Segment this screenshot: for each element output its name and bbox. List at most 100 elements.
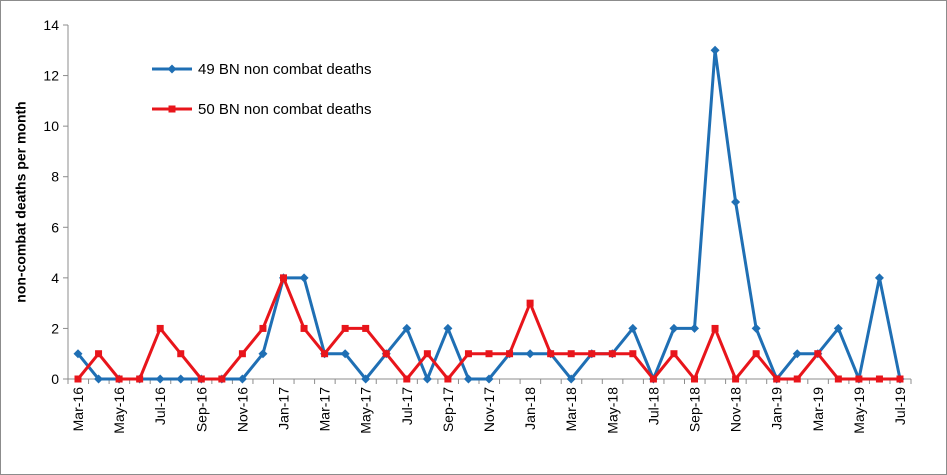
data-point bbox=[136, 375, 144, 383]
data-point bbox=[299, 273, 309, 283]
legend-label: 50 BN non combat deaths bbox=[198, 101, 371, 118]
data-point bbox=[155, 374, 165, 384]
data-point bbox=[751, 323, 761, 333]
data-point bbox=[752, 350, 760, 358]
data-point bbox=[691, 375, 698, 383]
data-point bbox=[833, 323, 843, 333]
x-tick-label: May-18 bbox=[604, 387, 620, 434]
data-point bbox=[321, 350, 329, 358]
x-axis: Mar-16 May-16 Jul-16 Sep-16 Nov-16 Jan-17 Mar-… bbox=[67, 378, 912, 434]
x-tick-label: May-19 bbox=[851, 387, 867, 434]
x-tick-label: Sep-17 bbox=[440, 387, 456, 432]
x-tick-label: May-17 bbox=[358, 387, 374, 434]
legend-item: 49 BN non combat deaths bbox=[152, 61, 371, 78]
data-point bbox=[280, 274, 287, 282]
data-point bbox=[525, 349, 535, 359]
data-point bbox=[773, 375, 781, 383]
x-tick-label: Nov-17 bbox=[481, 387, 497, 432]
x-tick-label: Sep-18 bbox=[687, 387, 703, 432]
data-point bbox=[403, 375, 411, 383]
data-point bbox=[547, 350, 555, 358]
data-point bbox=[690, 323, 699, 333]
data-point bbox=[669, 323, 679, 333]
data-point bbox=[732, 375, 740, 383]
data-point bbox=[484, 374, 494, 384]
x-tick-label: Jul-17 bbox=[399, 387, 415, 425]
x-tick-label: Nov-18 bbox=[728, 387, 744, 432]
data-point bbox=[94, 374, 104, 384]
data-point bbox=[340, 349, 350, 359]
data-point bbox=[444, 375, 452, 383]
data-point bbox=[485, 350, 493, 358]
data-point bbox=[628, 323, 638, 333]
data-point bbox=[237, 374, 247, 384]
data-point bbox=[814, 350, 822, 358]
data-point bbox=[423, 350, 431, 358]
data-point bbox=[218, 375, 226, 383]
data-point bbox=[896, 375, 904, 383]
data-point bbox=[73, 349, 83, 359]
data-point bbox=[422, 374, 432, 384]
x-tick-label: Jan-17 bbox=[276, 387, 292, 430]
data-point bbox=[168, 105, 176, 113]
y-tick-label: 6 bbox=[51, 219, 59, 235]
y-axis: 0 2 4 6 8 10 12 14 bbox=[43, 17, 69, 387]
x-tick-label: Mar-16 bbox=[70, 387, 86, 432]
data-point bbox=[382, 350, 390, 358]
x-tick-label: Sep-16 bbox=[193, 387, 209, 432]
data-point bbox=[177, 350, 185, 358]
data-point bbox=[463, 374, 473, 384]
data-point bbox=[74, 375, 82, 383]
data-point bbox=[259, 324, 267, 332]
y-tick-label: 0 bbox=[51, 371, 59, 387]
y-tick-label: 10 bbox=[43, 118, 59, 134]
data-point bbox=[526, 299, 534, 307]
data-point bbox=[361, 374, 371, 384]
data-point bbox=[567, 350, 575, 358]
data-point bbox=[649, 375, 657, 383]
data-point bbox=[629, 350, 637, 358]
series-2 bbox=[74, 274, 904, 383]
data-point bbox=[731, 197, 741, 207]
data-point bbox=[506, 350, 514, 358]
data-point bbox=[670, 350, 678, 358]
y-axis-label: non-combat deaths per month bbox=[13, 101, 29, 302]
series-layer bbox=[73, 45, 905, 384]
legend-label: 49 BN non combat deaths bbox=[198, 61, 371, 78]
x-tick-label: Mar-18 bbox=[563, 387, 579, 432]
data-point bbox=[608, 350, 616, 358]
data-point bbox=[464, 350, 472, 358]
data-point bbox=[197, 375, 205, 383]
data-point bbox=[588, 350, 596, 358]
x-tick-label: Nov-16 bbox=[234, 387, 250, 432]
x-tick-label: Jan-18 bbox=[522, 387, 538, 430]
data-point bbox=[156, 324, 164, 332]
y-tick-label: 14 bbox=[43, 17, 59, 33]
y-tick-label: 12 bbox=[43, 68, 59, 84]
series-1 bbox=[73, 45, 905, 384]
data-point bbox=[874, 273, 884, 283]
data-point bbox=[875, 375, 883, 383]
data-point bbox=[793, 375, 801, 383]
x-tick-label: Jul-18 bbox=[645, 387, 661, 425]
series-line bbox=[76, 48, 902, 381]
y-tick-label: 4 bbox=[51, 270, 59, 286]
data-point bbox=[711, 324, 719, 332]
data-point bbox=[566, 374, 576, 384]
x-tick-label: Jul-16 bbox=[152, 387, 168, 425]
x-tick-label: May-16 bbox=[111, 387, 127, 434]
x-tick-label: Mar-19 bbox=[810, 387, 826, 432]
series-line bbox=[76, 276, 900, 381]
data-point bbox=[710, 45, 720, 55]
data-point bbox=[238, 350, 246, 358]
data-point bbox=[855, 375, 863, 383]
legend: 49 BN non combat deaths 50 BN non combat … bbox=[152, 61, 371, 118]
x-tick-label: Jul-19 bbox=[892, 387, 908, 425]
data-point bbox=[300, 324, 308, 332]
x-tick-label: Mar-17 bbox=[317, 387, 333, 432]
data-point bbox=[402, 323, 412, 333]
data-point bbox=[95, 350, 103, 358]
data-point bbox=[115, 375, 123, 383]
